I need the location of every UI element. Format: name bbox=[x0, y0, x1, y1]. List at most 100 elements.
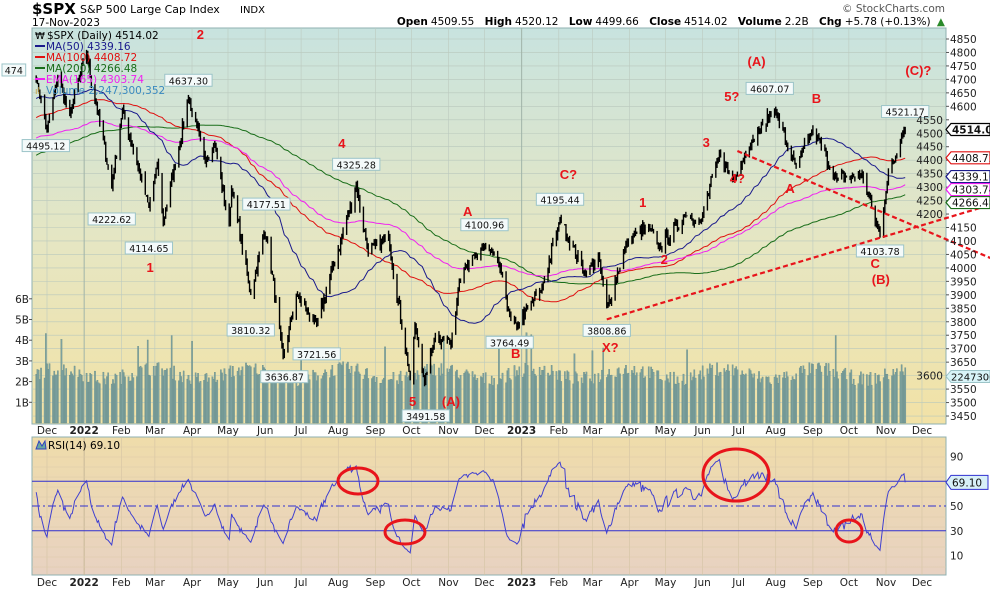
price-callout: 3764.49 bbox=[490, 338, 529, 349]
volume-bar bbox=[577, 381, 579, 424]
price-tick-label: 3550 bbox=[950, 384, 977, 396]
volume-bar bbox=[686, 349, 688, 424]
value-tag-text: 4266.48 bbox=[952, 198, 990, 210]
month-label: Nov bbox=[876, 425, 897, 437]
month-label: Dec bbox=[474, 425, 495, 437]
volume-bar bbox=[870, 384, 873, 424]
volume-tick-label: 4B bbox=[15, 335, 29, 347]
volume-bar bbox=[342, 361, 344, 424]
open-value: 4509.55 bbox=[431, 16, 474, 28]
volume-bar bbox=[90, 374, 93, 424]
volume-bar bbox=[585, 371, 588, 424]
volume-bar bbox=[191, 340, 193, 424]
volume-bar bbox=[98, 383, 101, 424]
volume-bar bbox=[887, 379, 890, 424]
volume-bar bbox=[803, 369, 806, 424]
price-callout-box bbox=[460, 218, 509, 232]
volume-bar bbox=[568, 380, 571, 424]
month-label: Apr bbox=[620, 577, 639, 589]
volume-bar bbox=[216, 379, 219, 424]
ma50-line bbox=[35, 88, 906, 324]
month-label: Jun bbox=[693, 425, 710, 437]
month-label: Mar bbox=[582, 425, 602, 437]
month-label: May bbox=[655, 425, 677, 437]
legend-ema165: EMA(165) 4303.74 bbox=[46, 74, 144, 86]
price-callout: 4114.65 bbox=[129, 244, 168, 255]
volume-bar bbox=[761, 376, 764, 424]
price-tick-label: 4000 bbox=[950, 263, 977, 275]
rsi-line bbox=[35, 458, 906, 554]
volume-bar bbox=[753, 373, 756, 424]
volume-bar bbox=[493, 378, 495, 424]
close-label: Close bbox=[649, 16, 681, 28]
elliott-wave-label: 2 bbox=[661, 252, 668, 267]
volume-bar bbox=[619, 373, 621, 424]
volume-bar bbox=[182, 370, 185, 424]
low-label: Low bbox=[569, 16, 593, 28]
volume-bar bbox=[526, 365, 529, 424]
price-bars bbox=[35, 49, 906, 387]
legend-ma200: MA(200) 4266.48 bbox=[46, 63, 137, 75]
month-label: Apr bbox=[183, 425, 202, 437]
month-label: Dec bbox=[37, 577, 58, 589]
month-label: May bbox=[655, 577, 677, 589]
volume-bar bbox=[250, 366, 252, 424]
volume-bar bbox=[635, 372, 638, 424]
volume-icon: ıl bbox=[35, 87, 40, 97]
elliott-wave-label: B bbox=[511, 346, 520, 361]
volume-bar bbox=[157, 362, 160, 424]
month-label: Aug bbox=[765, 425, 786, 437]
up-arrow-icon: ▲ bbox=[937, 16, 946, 28]
volume-bar bbox=[879, 381, 881, 424]
price-callout-box bbox=[582, 323, 631, 337]
price-callout: 4195.44 bbox=[540, 195, 579, 206]
volume-bar bbox=[854, 385, 856, 424]
rsi-highlight-circle bbox=[834, 518, 864, 544]
month-label: Jun bbox=[256, 425, 273, 437]
month-label: Oct bbox=[840, 425, 858, 437]
rsi-tick-label: 10 bbox=[950, 551, 963, 563]
month-label: Nov bbox=[438, 577, 459, 589]
value-tag-text: 4303.74 bbox=[952, 185, 990, 197]
volume-tick-label: 6B bbox=[15, 294, 29, 306]
volume-bar bbox=[719, 371, 722, 424]
volume-bar bbox=[510, 379, 512, 424]
high-value: 4520.12 bbox=[515, 16, 558, 28]
price-tick-label: 3900 bbox=[950, 290, 977, 302]
value-tag-ma50 bbox=[945, 169, 990, 184]
volume-bar bbox=[40, 367, 42, 424]
rsi-value-tag-text: 69.10 bbox=[952, 477, 982, 489]
volume-bar bbox=[258, 374, 261, 424]
volume-bar bbox=[904, 367, 907, 424]
elliott-wave-label: 4 bbox=[338, 136, 346, 151]
annotations: 474 4495.12 4222.62 4114.65 4637.30 4177.51 38… bbox=[1, 27, 931, 423]
rsi-series: 69.10 bbox=[32, 447, 989, 554]
price-tick-label: 3850 bbox=[950, 303, 977, 315]
legend-volume: Volume 2,247,300,352 bbox=[46, 85, 165, 97]
volume-bar bbox=[786, 376, 789, 424]
volume-bar bbox=[199, 381, 202, 424]
month-label: Aug bbox=[765, 577, 786, 589]
month-label: 2023 bbox=[507, 577, 536, 589]
exchange: INDX bbox=[240, 5, 265, 16]
volume-bar bbox=[233, 376, 235, 424]
price-tick-label: 3750 bbox=[950, 330, 977, 342]
month-label: Aug bbox=[328, 577, 349, 589]
price-tick-label: 4200 bbox=[916, 209, 943, 221]
price-callout-box bbox=[535, 192, 585, 206]
price-callout: 4521.17 bbox=[886, 108, 925, 119]
legend-price: $SPX (Daily) 4514.02 bbox=[47, 30, 159, 42]
price-callout-box bbox=[87, 212, 136, 226]
month-label: Feb bbox=[550, 425, 569, 437]
price-callout: 3808.86 bbox=[587, 326, 626, 337]
price-tick-label: 4650 bbox=[950, 88, 977, 100]
volume-bar bbox=[174, 380, 177, 424]
price-callout: 4100.96 bbox=[465, 221, 504, 232]
month-label: Sep bbox=[803, 577, 823, 589]
month-label: Jul bbox=[731, 425, 745, 437]
elliott-wave-label: 5 bbox=[409, 394, 416, 409]
rsi-legend: RSI(14) 69.10 bbox=[35, 439, 120, 452]
elliott-wave-label: (A) bbox=[442, 394, 460, 409]
price-callout-box bbox=[292, 347, 341, 361]
month-label: Dec bbox=[37, 425, 58, 437]
